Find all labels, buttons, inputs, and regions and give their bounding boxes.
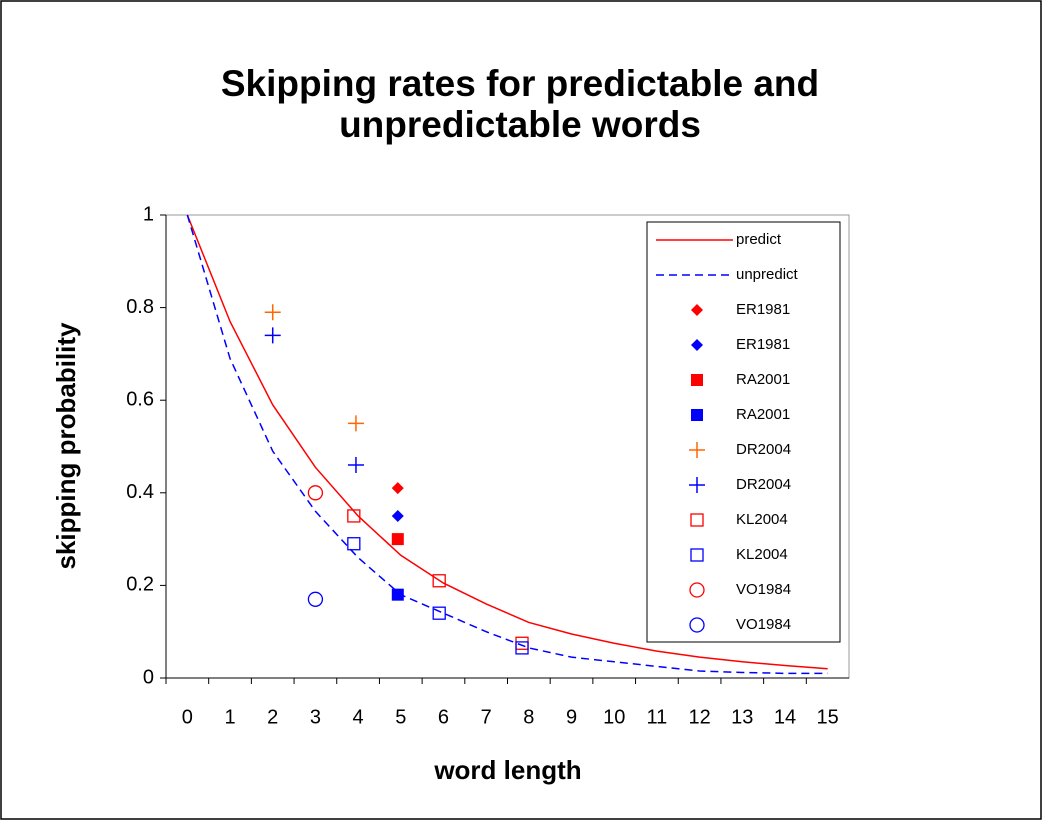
x-tick-label: 4 <box>353 706 364 728</box>
legend-swatch <box>691 339 703 351</box>
x-tick-label: 15 <box>817 706 839 728</box>
legend-label: DR2004 <box>736 476 791 493</box>
marker <box>264 304 281 321</box>
marker <box>391 588 404 601</box>
x-tick-label: 13 <box>731 706 753 728</box>
x-tick-label: 14 <box>774 706 796 728</box>
y-tick-label: 0.4 <box>126 481 154 503</box>
marker <box>347 509 361 523</box>
legend-swatch <box>689 442 705 458</box>
y-tick-label: 0 <box>143 666 154 688</box>
marker <box>347 415 364 432</box>
x-tick-label: 6 <box>438 706 449 728</box>
marker <box>432 606 446 620</box>
x-tick-label: 8 <box>523 706 534 728</box>
line <box>186 214 828 675</box>
marker <box>391 533 404 546</box>
marker <box>307 591 324 607</box>
marker <box>432 574 446 588</box>
chart-title: unpredictable words <box>339 104 701 145</box>
x-tick-label: 11 <box>647 706 668 728</box>
x-tick-label: 12 <box>688 706 710 728</box>
x-tick-label: 2 <box>267 706 278 728</box>
legend-label: RA2001 <box>736 371 790 388</box>
legend-label: predict <box>736 231 782 248</box>
legend-label: DR2004 <box>736 441 791 458</box>
legend-label: KL2004 <box>736 511 788 528</box>
x-axis-label: word length <box>433 755 581 785</box>
legend-label: VO1984 <box>736 616 791 633</box>
legend-swatch <box>689 582 705 598</box>
legend-label: KL2004 <box>736 546 788 563</box>
x-tick-label: 3 <box>310 706 321 728</box>
legend-swatch <box>689 617 705 633</box>
y-axis-label: skipping probability <box>51 322 81 570</box>
legend-label: RA2001 <box>736 406 790 423</box>
line <box>186 214 828 670</box>
marker <box>307 485 324 501</box>
y-tick-label: 0.8 <box>126 296 154 318</box>
marker <box>391 482 404 495</box>
y-tick-label: 0.6 <box>126 388 154 410</box>
x-tick-label: 1 <box>224 706 235 728</box>
legend <box>646 221 841 643</box>
legend-label: VO1984 <box>736 581 791 598</box>
chart-title: Skipping rates for predictable and <box>221 63 819 104</box>
y-tick-label: 1 <box>143 203 154 225</box>
legend-swatch <box>691 304 703 316</box>
marker <box>391 509 404 522</box>
legend-label: ER1981 <box>736 301 790 318</box>
marker <box>347 537 361 551</box>
legend-swatch <box>691 374 703 386</box>
x-tick-label: 0 <box>182 706 193 728</box>
legend-label: unpredict <box>736 266 799 283</box>
x-tick-label: 10 <box>603 706 625 728</box>
y-tick-label: 0.2 <box>126 574 154 596</box>
marker <box>347 457 364 474</box>
legend-swatch <box>690 548 704 562</box>
x-tick-label: 9 <box>566 706 577 728</box>
x-tick-label: 5 <box>395 706 406 728</box>
legend-swatch <box>689 477 705 493</box>
marker <box>515 641 529 655</box>
marker <box>264 327 281 344</box>
legend-label: ER1981 <box>736 336 790 353</box>
legend-swatch <box>691 409 703 421</box>
legend-swatch <box>690 513 704 527</box>
x-tick-label: 7 <box>481 706 492 728</box>
